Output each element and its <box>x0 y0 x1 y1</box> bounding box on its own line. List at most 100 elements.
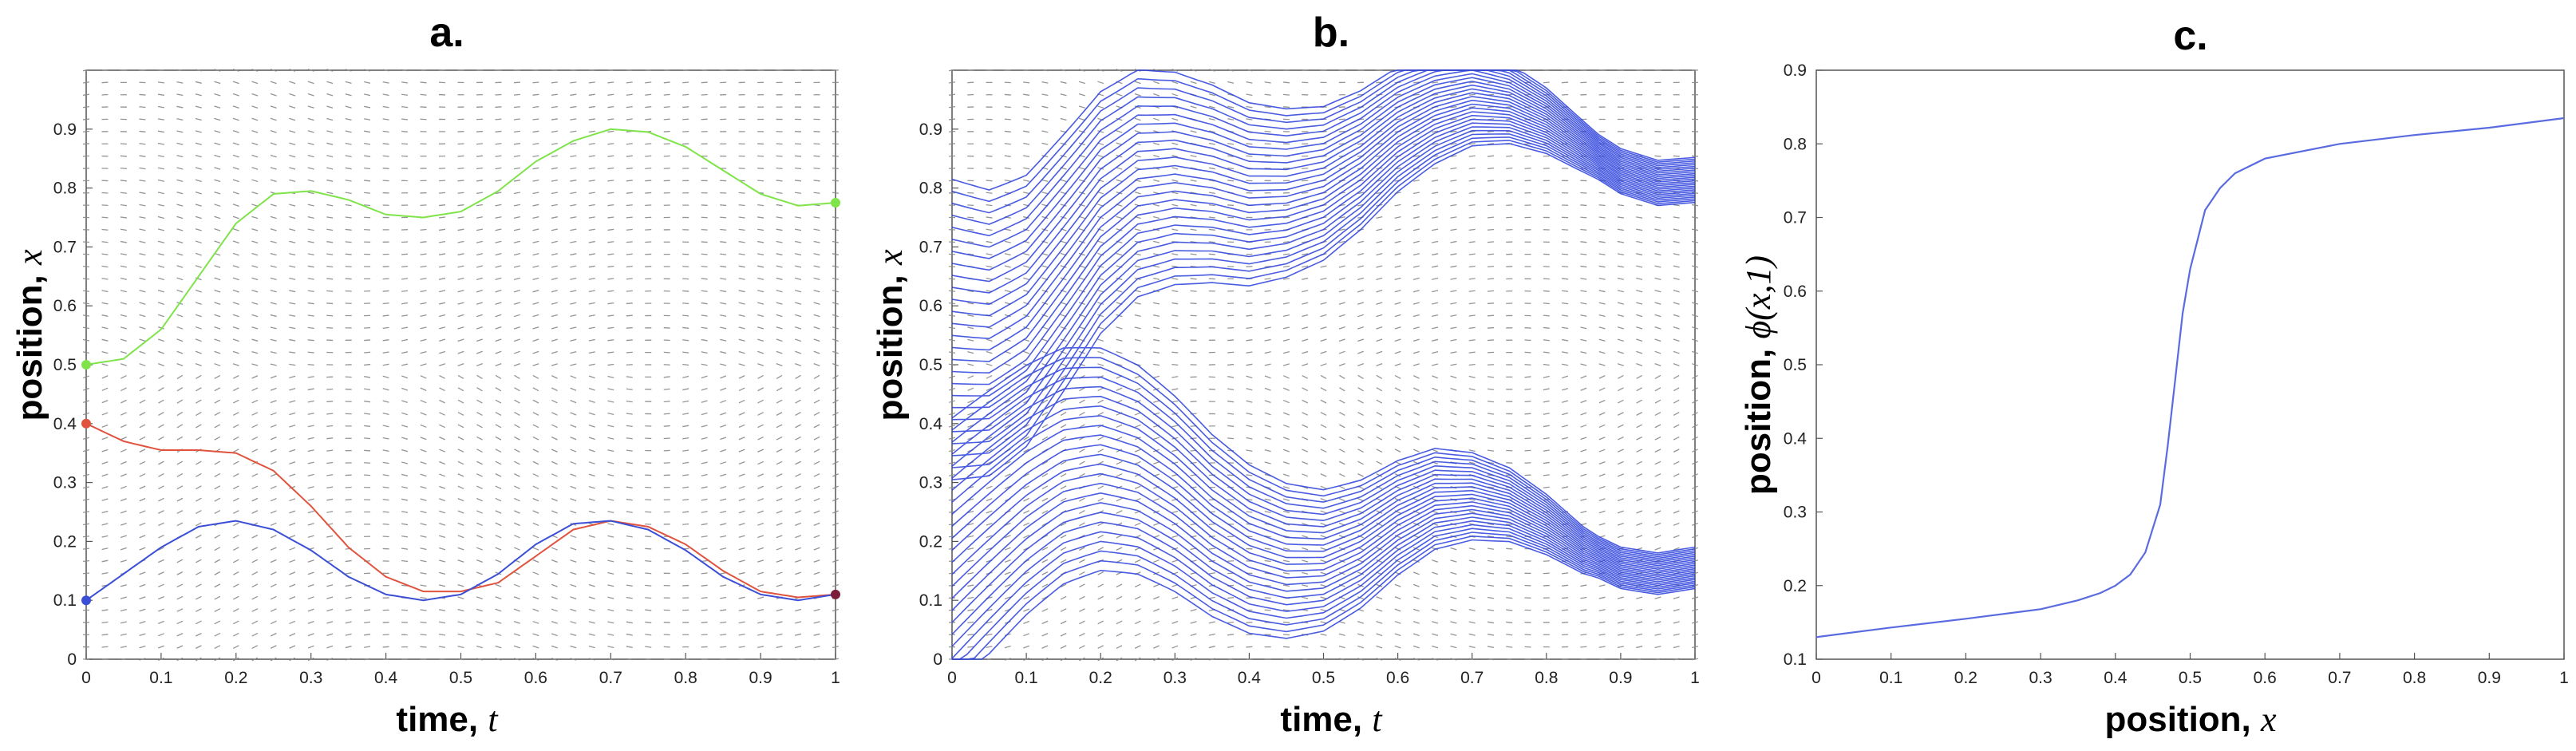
flow-line <box>951 395 1696 563</box>
vector-arrow <box>1116 620 1123 625</box>
vector-arrow <box>289 179 296 183</box>
vector-arrow <box>439 350 446 354</box>
vector-arrow <box>1320 596 1327 599</box>
vector-arrow <box>382 536 389 538</box>
vector-arrow <box>776 583 783 587</box>
vector-arrow <box>364 326 371 329</box>
vector-arrow <box>157 608 164 612</box>
vector-arrow <box>364 69 371 72</box>
vector-arrow <box>1283 399 1290 404</box>
vector-arrow <box>82 93 90 96</box>
vector-arrow <box>1264 363 1271 366</box>
vector-arrow <box>1376 449 1383 453</box>
vector-arrow <box>157 302 164 305</box>
vector-arrow <box>214 460 221 465</box>
vector-arrow <box>720 351 727 354</box>
vector-arrow <box>289 290 296 293</box>
vector-arrow <box>626 449 633 452</box>
vector-arrow <box>495 130 502 132</box>
vector-arrow <box>570 387 577 391</box>
vector-arrow <box>289 461 296 464</box>
vector-arrow <box>1580 437 1587 441</box>
vector-arrow <box>1134 228 1141 231</box>
vector-arrow <box>607 449 614 453</box>
vector-arrow <box>1320 314 1327 318</box>
vector-arrow <box>513 192 520 195</box>
vector-arrow <box>214 215 221 219</box>
vector-arrow <box>1041 105 1049 109</box>
vector-arrow <box>1432 216 1439 219</box>
vector-arrow <box>1171 633 1179 637</box>
vector-arrow <box>1079 632 1085 637</box>
vector-arrow <box>682 375 689 378</box>
vector-arrow <box>476 338 483 342</box>
vector-arrow <box>513 547 520 551</box>
y-tick-label: 0.2 <box>1784 577 1807 595</box>
vector-arrow <box>607 253 614 255</box>
trajectory-marker <box>81 418 91 429</box>
vector-arrow <box>757 326 765 330</box>
vector-arrow <box>476 290 484 293</box>
vector-arrow <box>1302 596 1309 599</box>
vector-arrow <box>1338 265 1345 268</box>
vector-arrow <box>513 130 520 133</box>
vector-arrow <box>1041 559 1049 563</box>
vector-arrow <box>626 228 633 231</box>
vector-arrow <box>738 387 745 392</box>
vector-arrow <box>1598 204 1606 207</box>
vector-arrow <box>720 486 727 489</box>
vector-arrow <box>232 497 239 502</box>
vector-arrow <box>1060 399 1067 404</box>
vector-arrow <box>1432 338 1439 342</box>
vector-arrow <box>1673 338 1680 342</box>
vector-arrow <box>495 436 502 441</box>
vector-arrow <box>738 338 745 342</box>
vector-arrow <box>738 228 745 231</box>
vector-arrow <box>682 413 689 415</box>
vector-arrow <box>1691 204 1699 207</box>
vector-arrow <box>251 497 259 502</box>
vector-arrow <box>1673 412 1680 416</box>
vector-arrow <box>289 302 296 305</box>
vector-arrow <box>382 400 389 403</box>
vector-arrow <box>1357 411 1364 417</box>
vector-arrow <box>439 460 445 465</box>
vector-arrow <box>1412 216 1420 219</box>
vector-arrow <box>476 363 483 366</box>
vector-arrow <box>1468 400 1476 403</box>
vector-arrow <box>570 375 577 379</box>
vector-arrow <box>588 547 595 551</box>
vector-arrow <box>626 93 633 96</box>
vector-arrow <box>1636 510 1643 514</box>
vector-arrow <box>158 497 164 502</box>
vector-arrow <box>195 228 202 231</box>
flow-line <box>951 425 1696 568</box>
vector-arrow <box>232 204 239 207</box>
vector-arrow <box>1023 192 1030 195</box>
vector-arrow <box>214 117 221 121</box>
vector-arrow <box>401 351 409 354</box>
vector-arrow <box>495 302 502 305</box>
y-tick-label: 0.3 <box>53 474 77 492</box>
y-tick-label: 0.9 <box>919 121 942 139</box>
vector-arrow <box>495 535 502 539</box>
vector-arrow <box>1673 497 1680 502</box>
vector-arrow <box>1487 351 1495 354</box>
vector-arrow <box>232 265 239 268</box>
vector-arrow <box>645 547 652 550</box>
vector-arrow <box>1320 559 1327 563</box>
vector-arrow <box>1617 216 1624 219</box>
vector-arrow <box>588 253 595 255</box>
vector-arrow <box>513 180 520 182</box>
vector-arrow <box>513 658 520 661</box>
vector-arrow <box>738 547 745 551</box>
vector-arrow <box>476 497 483 502</box>
vector-arrow <box>1412 399 1420 404</box>
vector-arrow <box>1450 437 1457 441</box>
vector-arrow <box>1134 473 1141 477</box>
vector-arrow <box>1580 621 1587 624</box>
vector-arrow <box>1636 436 1643 441</box>
vector-arrow <box>551 424 558 429</box>
vector-arrow <box>307 93 314 97</box>
vector-arrow <box>1134 265 1141 268</box>
